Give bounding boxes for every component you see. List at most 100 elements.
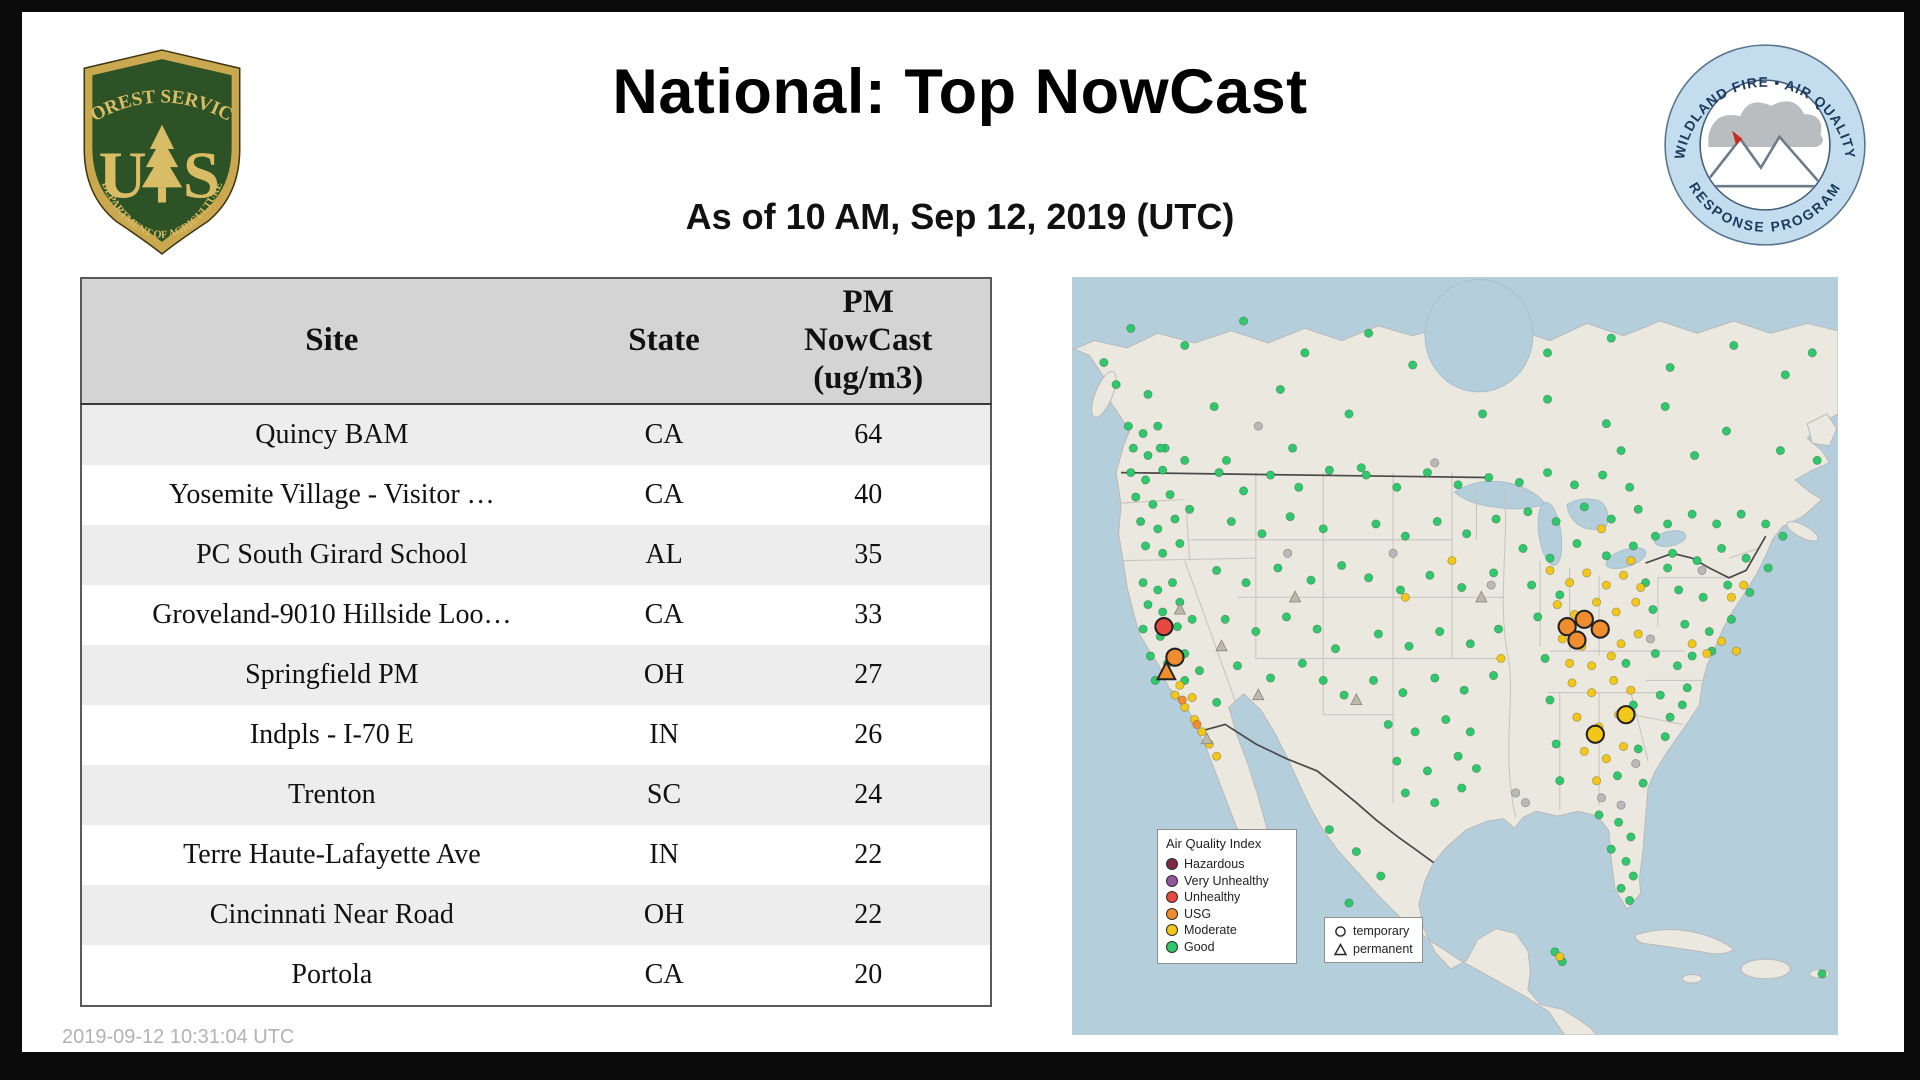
site-cell: Trenton (288, 779, 376, 810)
monitor-dot (1425, 570, 1435, 580)
column-header-pm-nowcast: PM NowCast (ug/m3) (746, 278, 991, 405)
monitor-dot (1587, 688, 1597, 698)
monitor-dot (1628, 541, 1638, 551)
monitor-dot (1148, 499, 1158, 509)
monitor-dot (1650, 531, 1660, 541)
monitor-dot (1392, 756, 1402, 766)
monitor-dot (1665, 362, 1675, 372)
monitor-dot (1551, 516, 1561, 527)
monitor-dot (1153, 524, 1163, 534)
monitor-dot (1587, 661, 1597, 671)
monitor-dot (1432, 516, 1442, 527)
state-cell: SC (646, 779, 682, 810)
monitor-dot (1545, 553, 1555, 563)
monitor-dot (1252, 688, 1265, 701)
monitor-dot (1241, 578, 1251, 588)
lake-erie (1605, 547, 1647, 570)
monitor-dot (1167, 578, 1178, 588)
monitor-dot (1422, 468, 1432, 478)
monitor-dot (1145, 651, 1155, 661)
monitor-dot (1239, 486, 1249, 496)
monitor-dot (1579, 502, 1589, 512)
monitor-dot (1626, 832, 1636, 842)
monitor-dot (1618, 570, 1629, 580)
monitor-dot (1606, 514, 1616, 524)
table-row: Portola CA 20 (81, 945, 991, 1006)
monitor-dot (1677, 700, 1687, 710)
column-header-site: Site (81, 278, 582, 405)
monitor-dot (1555, 952, 1565, 962)
pine-tree-icon (141, 124, 183, 188)
table-row: Trenton SC 24 (81, 765, 991, 825)
nowcast-cell: 26 (854, 719, 883, 750)
monitor-dot (1717, 636, 1727, 646)
monitor-dot (1621, 658, 1631, 668)
monitor-dot (1350, 692, 1363, 706)
monitor-dot (1471, 763, 1481, 774)
monitor-dot (1172, 622, 1182, 632)
monitor-dot (1220, 614, 1230, 624)
monitor-dot (1633, 504, 1643, 514)
monitor-dot (1153, 421, 1163, 431)
aqi-legend-item: Hazardous (1166, 856, 1288, 873)
table-row: Springfield PM OH 27 (81, 645, 991, 705)
state-cell: CA (644, 599, 684, 630)
monitor-dot (1232, 661, 1242, 671)
monitor-dot (1209, 402, 1219, 412)
monitor-dot (1625, 482, 1635, 492)
monitor-dot (1138, 428, 1148, 439)
marker-legend-item: temporary (1334, 924, 1413, 938)
nowcast-cell: 40 (854, 479, 883, 510)
monitor-dot (1736, 509, 1746, 519)
aqi-legend-swatch (1166, 891, 1178, 904)
monitor-dot (1812, 455, 1822, 465)
monitor-dot (1606, 333, 1616, 343)
aqi-legend-label: Very Unhealthy (1184, 873, 1269, 888)
page-title: National: Top NowCast (612, 57, 1308, 127)
monitor-dot (1592, 776, 1602, 786)
monitor-dot (1807, 348, 1817, 358)
monitor-dot (1430, 458, 1440, 468)
monitor-dot (1312, 624, 1322, 634)
monitor-dot (1371, 519, 1381, 529)
monitor-dot (1702, 649, 1712, 659)
monitor-dot (1173, 602, 1187, 615)
monitor-dot (1527, 580, 1537, 590)
monitor-dot (1462, 529, 1472, 539)
monitor-dot (1660, 732, 1670, 742)
monitor-dot (1780, 370, 1790, 380)
monitor-dot (1430, 798, 1440, 808)
table-row: Indpls - I-70 E IN 26 (81, 705, 991, 765)
monitor-dot (1344, 898, 1354, 908)
monitor-dot (1441, 715, 1451, 725)
monitor-dot (1165, 490, 1175, 500)
monitor-dot (1158, 607, 1168, 617)
monitor-dot (1253, 421, 1263, 431)
monitor-dot (1212, 565, 1222, 575)
monitor-dot (1136, 516, 1146, 527)
monitor-dot (1775, 446, 1785, 456)
state-cell: OH (643, 659, 685, 690)
monitor-dot (1729, 340, 1739, 350)
monitor-dot (1598, 470, 1608, 480)
monitor-dot (1364, 328, 1374, 338)
monitor-dot (1285, 512, 1295, 522)
monitor-dot (1398, 688, 1408, 698)
monitor-dot (1212, 751, 1222, 761)
monitor-dot (1180, 340, 1190, 350)
monitor-dot (1318, 524, 1328, 534)
monitor-dot (1626, 685, 1636, 695)
monitor-dot (1616, 446, 1626, 456)
monitor-dot (1731, 646, 1741, 656)
monitor-dot (1491, 514, 1501, 524)
pine-tree-trunk (157, 187, 167, 203)
monitor-dot (1221, 455, 1231, 465)
monitor-dot (1175, 680, 1185, 690)
monitor-dot (1520, 798, 1531, 808)
monitor-dot (1214, 468, 1224, 478)
monitor-dot (1567, 630, 1587, 650)
aqi-legend-label: Good (1184, 939, 1215, 954)
monitor-dot (1545, 565, 1555, 575)
monitor-dot (1633, 629, 1643, 639)
monitor-dot (1400, 531, 1410, 541)
